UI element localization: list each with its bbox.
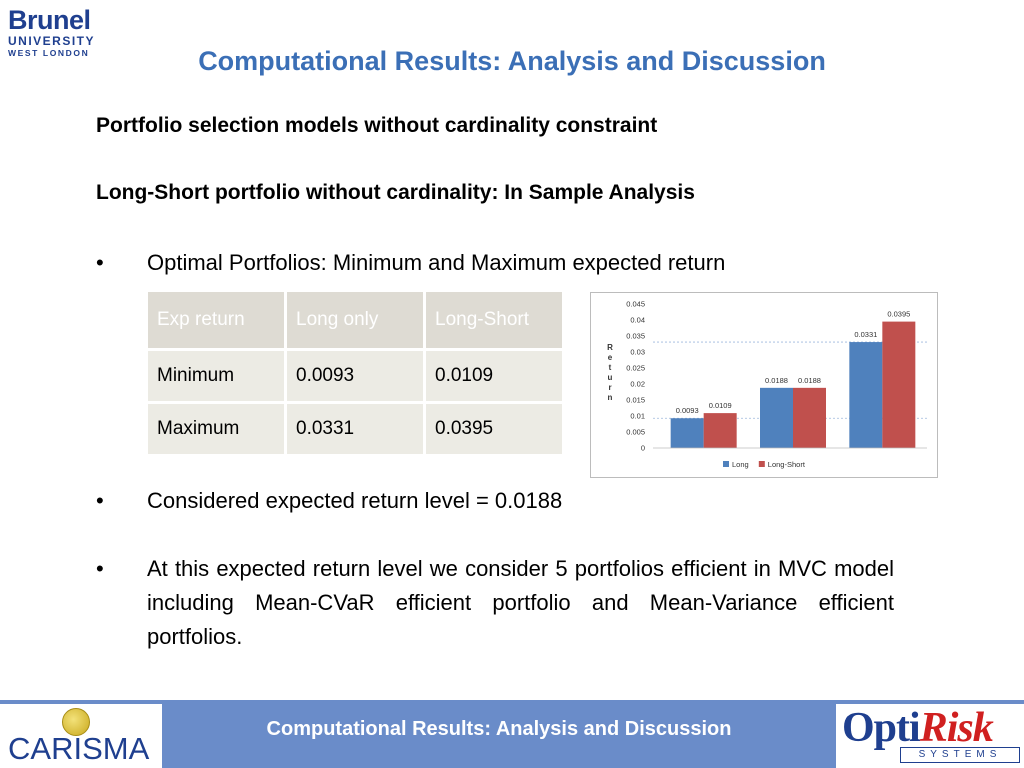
data-label: 0.0109: [709, 401, 732, 410]
table-cell: 0.0093: [284, 348, 426, 404]
chart-canvas: 0 0.005 0.01 0.015 0.02 0.025 0.03 0.035 0.04 0.0…: [626, 300, 927, 469]
results-table: Exp return Long only Long-Short Minimum …: [145, 289, 565, 457]
subheading-long-short: Long-Short portfolio without cardinality…: [96, 181, 695, 204]
y-axis-label-letter: e: [607, 353, 613, 362]
data-label: 0.0188: [798, 376, 821, 385]
y-axis-label-letter: u: [607, 373, 613, 382]
data-label: 0.0188: [765, 376, 788, 385]
optirisk-opti: Opti: [842, 705, 921, 751]
y-tick-label: 0.045: [626, 300, 645, 309]
y-tick-label: 0.01: [630, 412, 645, 421]
slide-title: Computational Results: Analysis and Disc…: [198, 46, 826, 76]
carisma-logo-text: CARISMA: [8, 731, 150, 766]
bar: [849, 342, 883, 448]
optirisk-systems: SYSTEMS: [900, 747, 1020, 763]
table-cell: 0.0331: [284, 401, 426, 457]
bar: [793, 387, 826, 448]
bullet-dot: •: [96, 250, 104, 275]
optirisk-risk: Risk: [919, 705, 994, 751]
y-axis-label-letter: n: [607, 393, 613, 402]
carisma-logo: CARISMA: [0, 704, 162, 768]
bar: [882, 321, 916, 448]
table-header: Exp return: [145, 289, 287, 351]
data-label: 0.0395: [887, 310, 910, 319]
footer-title: Computational Results: Analysis and Disc…: [266, 718, 732, 740]
brunel-logo-name: Brunel: [8, 5, 91, 35]
bullet-text: Optimal Portfolios: Minimum and Maximum …: [147, 250, 726, 275]
y-tick-label: 0.03: [630, 348, 645, 357]
globe-icon: [62, 708, 90, 736]
table-header: Long only: [284, 289, 426, 351]
bar: [760, 387, 793, 448]
y-tick-label: 0.025: [626, 364, 645, 373]
legend-entry: Long-Short: [768, 460, 806, 469]
table-cell: 0.0395: [423, 401, 565, 457]
optirisk-logo: OptiRisk SYSTEMS: [836, 704, 1024, 768]
y-axis-label-letter: t: [608, 363, 612, 372]
y-tick-label: 0.04: [630, 316, 645, 325]
y-axis-label-letter: R: [607, 343, 613, 352]
y-tick-label: 0.005: [626, 428, 645, 437]
brunel-university-logo: Brunel UNIVERSITY WEST LONDON: [8, 6, 100, 68]
table-cell: 0.0109: [423, 348, 565, 404]
brunel-logo-location: WEST LONDON: [8, 48, 90, 58]
bullet-dot: •: [96, 556, 104, 581]
table-header-row: Exp return Long only Long-Short: [145, 289, 565, 351]
optirisk-logo-text: OptiRisk: [842, 704, 994, 752]
bar: [670, 418, 704, 448]
y-tick-label: 0.015: [626, 396, 645, 405]
bar: [703, 413, 737, 448]
table-row: Minimum 0.0093 0.0109: [145, 348, 565, 404]
table-header: Long-Short: [423, 289, 565, 351]
y-axis-label-letter: r: [608, 383, 612, 392]
y-tick-label: 0: [641, 444, 645, 453]
data-label: 0.0093: [676, 406, 699, 415]
table-cell: Maximum: [145, 401, 287, 457]
legend-entry: Long: [732, 460, 749, 469]
legend-swatch: [723, 461, 729, 467]
legend-swatch: [758, 461, 765, 467]
brunel-logo-university: UNIVERSITY: [8, 34, 96, 48]
subheading-models: Portfolio selection models without cardi…: [96, 114, 658, 137]
y-tick-label: 0.02: [630, 380, 645, 389]
table-cell: Minimum: [145, 348, 287, 404]
data-label: 0.0331: [854, 330, 877, 339]
table-row: Maximum 0.0331 0.0395: [145, 401, 565, 457]
bullet-text: At this expected return level we conside…: [147, 556, 894, 649]
bullet-text: Considered expected return level = 0.018…: [147, 488, 563, 513]
y-tick-label: 0.035: [626, 332, 645, 341]
bullet-dot: •: [96, 488, 104, 513]
